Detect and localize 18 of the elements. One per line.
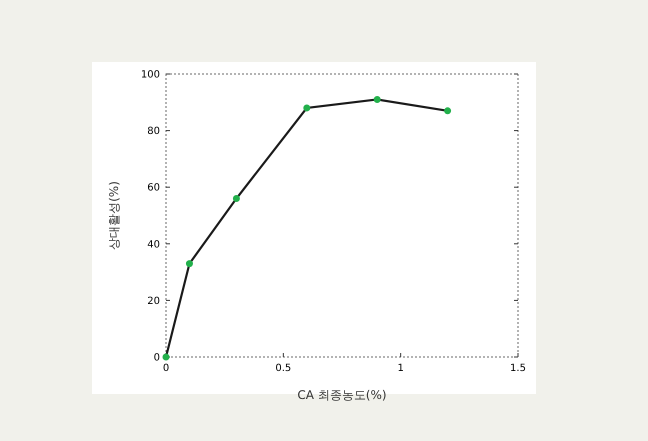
point bbox=[444, 107, 452, 114]
y-tick-label: 100 bbox=[140, 70, 160, 80]
y-tick-label: 60 bbox=[147, 182, 160, 194]
x-tick-label: 0.5 bbox=[275, 363, 292, 374]
y-tick-label: 0 bbox=[154, 352, 160, 364]
y-tick-label: 80 bbox=[147, 126, 160, 138]
x-tick-label: 1 bbox=[397, 363, 404, 374]
point bbox=[303, 104, 310, 112]
point bbox=[232, 195, 240, 202]
point bbox=[374, 96, 381, 103]
y-tick-label: 20 bbox=[147, 296, 160, 307]
y-axis-title: 상대활성(%) bbox=[107, 181, 121, 250]
point bbox=[186, 260, 193, 268]
point bbox=[162, 354, 170, 360]
y-tick-label: 40 bbox=[147, 239, 160, 250]
x-tick-label: 0 bbox=[162, 363, 170, 374]
x-tick-label: 1.5 bbox=[510, 363, 526, 374]
x-axis-title: CA 최종농도(%) bbox=[297, 388, 387, 402]
